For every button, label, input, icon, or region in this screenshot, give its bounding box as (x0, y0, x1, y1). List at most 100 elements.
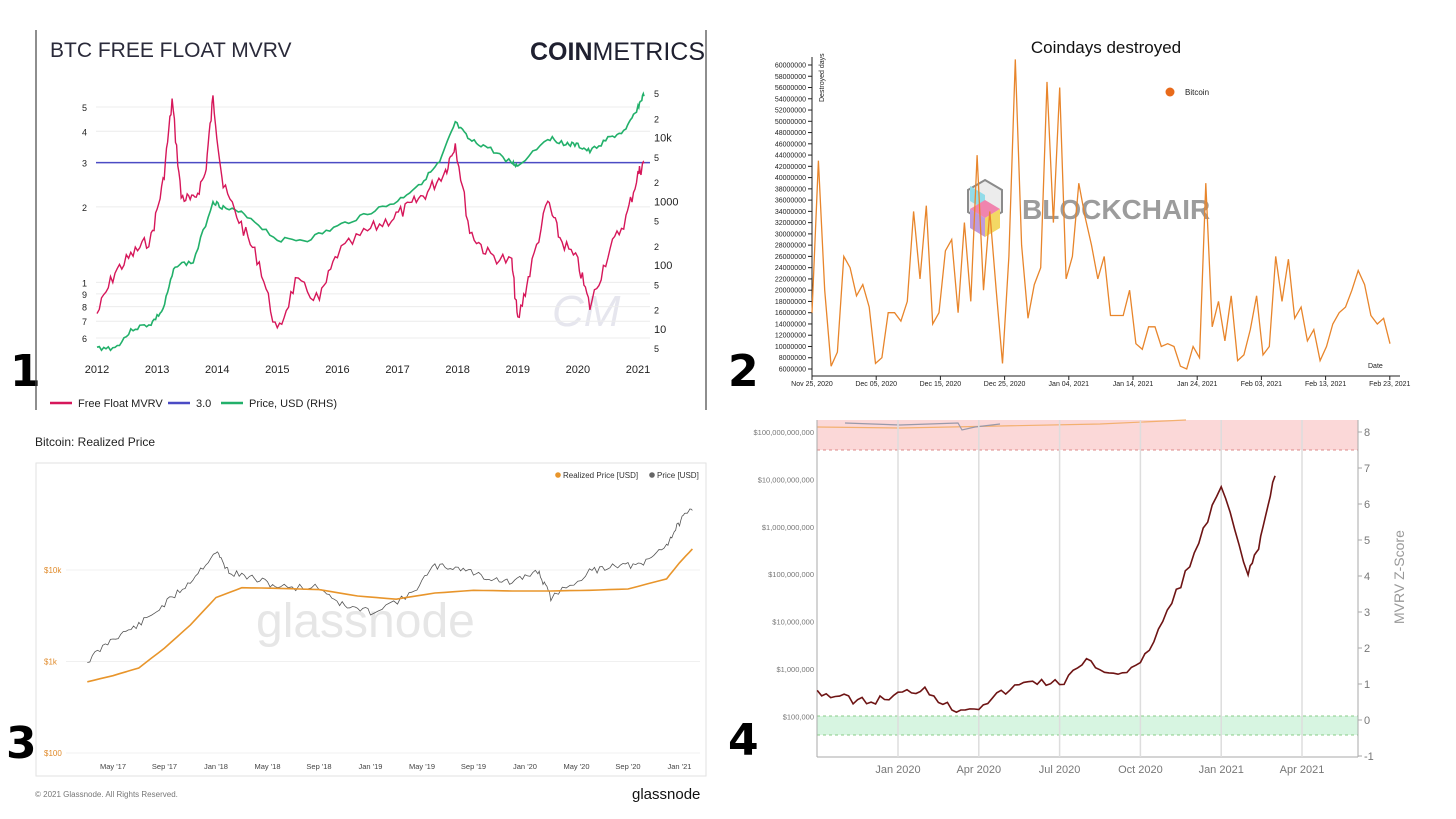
chart-3-realized-line (87, 548, 693, 683)
chart-2-title: Coindays destroyed (1031, 38, 1181, 57)
chart-1-left-axis: 5 4 3 2 1 9 8 7 6 (82, 103, 87, 344)
chart-1-right-tick: 5 (654, 280, 659, 290)
chart-2-x-tick: Jan 24, 2021 (1177, 381, 1218, 388)
chart-2-y-tick: 44000000 (775, 153, 806, 160)
chart-2-y-tick: 48000000 (775, 130, 806, 137)
chart-2-x-tick: Dec 25, 2020 (984, 381, 1026, 388)
chart-2-x-tick: Feb 23, 2021 (1369, 381, 1410, 388)
chart-2-x-tick: Jan 14, 2021 (1113, 381, 1154, 388)
chart-1-right-tick: 2 (654, 242, 659, 252)
chart-4-left-tick: $100,000,000,000 (754, 428, 814, 437)
chart-1-left-tick: 9 (82, 290, 87, 300)
chart-2-y-tick: 30000000 (775, 231, 806, 238)
chart-3-x-tick: Jan '20 (513, 762, 537, 771)
chart-3-footer-brand: glassnode (632, 786, 700, 803)
legend-dot-price (649, 472, 655, 478)
chart-1-x-tick: 2013 (145, 364, 169, 376)
chart-2-y-tick: 60000000 (775, 63, 806, 70)
chart-1-x-tick: 2016 (325, 364, 349, 376)
chart-3-y-tick: $100 (44, 749, 62, 758)
chart-1-right-tick: 2 (654, 178, 659, 188)
chart-2-y-tick: 28000000 (775, 243, 806, 250)
chart-2-x-tick: Feb 03, 2021 (1241, 381, 1282, 388)
chart-1-left-tick: 4 (82, 127, 87, 137)
chart-2-x-tick: Jan 04, 2021 (1049, 381, 1090, 388)
chart-1-right-axis: 5 2 10k 5 2 1000 5 2 100 5 2 10 5 (654, 89, 678, 354)
chart-1-left-tick: 3 (82, 159, 87, 169)
chart-1-gridlines (96, 106, 650, 339)
chart-4-right-tick: 6 (1364, 499, 1370, 511)
chart-4-left-tick: $1,000,000,000 (762, 523, 814, 532)
chart-4-ylabel: MVRV Z-Score (1391, 530, 1407, 624)
chart-1-right-tick: 1000 (654, 196, 678, 208)
chart-2-y-tick: 46000000 (775, 141, 806, 148)
chart-3-x-tick: May '17 (100, 762, 126, 771)
chart-3-price-line (87, 508, 693, 663)
chart-4-x-tick: Jul 2020 (1039, 764, 1081, 776)
chart-1-x-tick: 2015 (265, 364, 289, 376)
chart-1-x-axis: 2012 2013 2014 2015 2016 2017 2018 2019 2020 2021 (85, 364, 650, 376)
chart-4-right-tick: 4 (1364, 571, 1370, 583)
chart-2-y-tick: 56000000 (775, 85, 806, 92)
chart-4-left-tick: $10,000,000,000 (758, 475, 814, 484)
chart-4-x-tick: Jan 2021 (1199, 764, 1244, 776)
chart-1-x-tick: 2019 (506, 364, 530, 376)
chart-3-x-tick: Sep '19 (461, 762, 486, 771)
chart-2-y-tick: 12000000 (775, 333, 806, 340)
chart-3-title: Bitcoin: Realized Price (35, 435, 155, 449)
chart-2-y-tick: 14000000 (775, 321, 806, 328)
chart-2-y-tick: 58000000 (775, 74, 806, 81)
chart-4-x-tick: Apr 2020 (956, 764, 1001, 776)
chart-2-x-tick: Dec 05, 2020 (855, 381, 897, 388)
chart-3-y-tick: $10k (44, 566, 62, 575)
panel-number-2: 2 (728, 346, 759, 397)
chart-2-y-tick: 18000000 (775, 299, 806, 306)
chart-2-y-tick: 24000000 (775, 265, 806, 272)
chart-2-y-tick: 16000000 (775, 310, 806, 317)
panel-number-4: 4 (728, 715, 759, 766)
chart-1-right-tick: 2 (654, 306, 659, 316)
chart-2-x-tick: Nov 25, 2020 (791, 381, 833, 388)
chart-2-bitcoin-line (811, 59, 1391, 370)
chart-3-x-tick: Jan '18 (204, 762, 228, 771)
chart-2-y-tick: 52000000 (775, 108, 806, 115)
chart-4-x-tick: Oct 2020 (1118, 764, 1163, 776)
legend-label-threshold: 3.0 (196, 398, 211, 410)
chart-4-left-tick: $100,000 (783, 712, 814, 721)
chart-2-y-tick: 20000000 (775, 288, 806, 295)
chart-4-right-tick: 0 (1364, 715, 1370, 727)
chart-3-grid: $10k $1k $100 May '17 Sep '17 Jan '18 May '18 S… (44, 566, 700, 771)
chart-1-right-tick: 5 (654, 153, 659, 163)
chart-1-right-tick: 10 (654, 324, 666, 336)
coinmetrics-logo: COINMETRICS (530, 38, 705, 66)
chart-3-x-tick: May '18 (254, 762, 280, 771)
chart-4-right-tick: 7 (1364, 463, 1370, 475)
chart-2-y-tick: 6000000 (779, 367, 806, 374)
chart-3-footer: © 2021 Glassnode. All Rights Reserved. (35, 790, 178, 799)
chart-4-right-tick: 8 (1364, 427, 1370, 439)
chart-2-y-tick: 32000000 (775, 220, 806, 227)
chart-1-x-tick: 2021 (626, 364, 650, 376)
chart-2-y-tick: 8000000 (779, 355, 806, 362)
chart-1-right-tick: 5 (654, 344, 659, 354)
chart-2-xlabel: Date (1368, 363, 1383, 370)
blockchair-logo-icon (967, 178, 1003, 237)
chart-2-axes: 60000000 58000000 56000000 54000000 52000000… (775, 57, 1411, 388)
chart-1-x-tick: 2018 (445, 364, 469, 376)
chart-2-legend-label: Bitcoin (1185, 88, 1209, 97)
legend-label-price: Price, USD (RHS) (249, 398, 337, 410)
chart-2-ylabel: Destroyed days (819, 53, 826, 102)
coinmetrics-watermark: CM (552, 287, 621, 336)
chart-4-right-tick: 2 (1364, 643, 1370, 655)
chart-3-x-tick: May '19 (409, 762, 435, 771)
chart-1-left-tick: 6 (82, 334, 87, 344)
chart-4-right-tick: 1 (1364, 679, 1370, 691)
chart-1-left-tick: 5 (82, 103, 87, 113)
legend-label-price: Price [USD] (657, 471, 699, 480)
chart-2-y-tick: 34000000 (775, 209, 806, 216)
chart-3-x-tick: Jan '21 (668, 762, 692, 771)
legend-dot-realized (555, 472, 561, 478)
